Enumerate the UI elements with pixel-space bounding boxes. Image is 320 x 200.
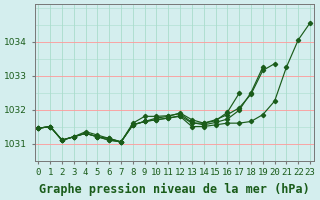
X-axis label: Graphe pression niveau de la mer (hPa): Graphe pression niveau de la mer (hPa) xyxy=(39,183,309,196)
